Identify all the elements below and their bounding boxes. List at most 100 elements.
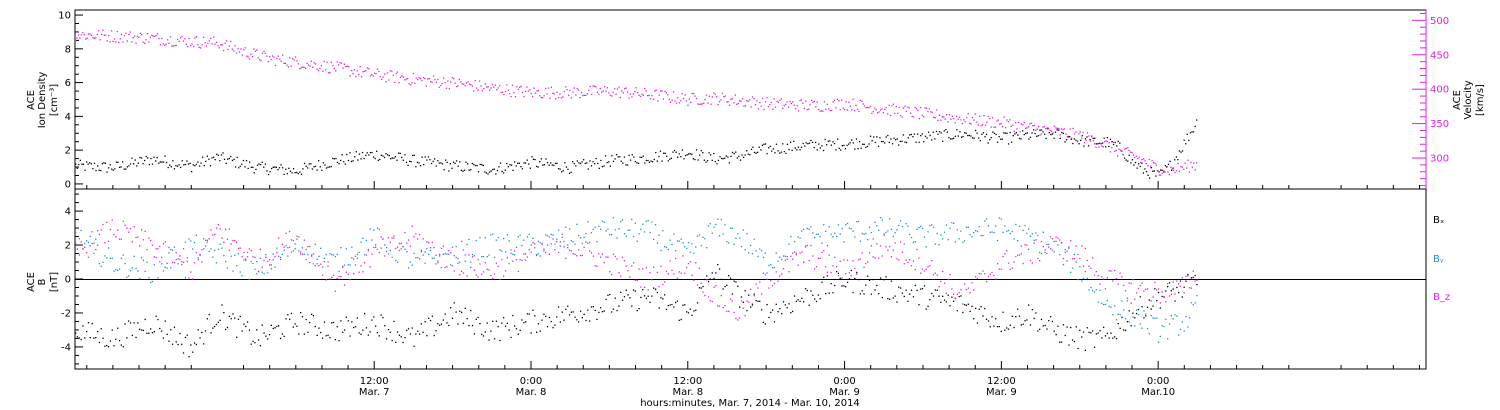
bx-point: [673, 306, 675, 308]
density-point: [790, 141, 792, 143]
by-point: [764, 252, 766, 254]
by-point: [887, 230, 889, 232]
bz-point: [422, 238, 424, 240]
velocity-point: [1002, 126, 1004, 128]
velocity-point: [121, 33, 123, 35]
density-point: [641, 156, 643, 159]
bz-point: [825, 266, 827, 268]
by-point: [980, 234, 982, 237]
bz-point: [993, 275, 995, 277]
density-point: [815, 141, 817, 144]
density-point: [600, 159, 602, 162]
density-point: [672, 151, 674, 153]
by-point: [910, 236, 913, 239]
bx-point: [413, 345, 415, 347]
velocity-point: [568, 94, 570, 96]
by-point: [1190, 302, 1193, 304]
velocity-point: [225, 40, 228, 42]
density-point: [705, 161, 707, 163]
by-point: [497, 236, 499, 239]
density-point: [548, 164, 550, 166]
by-point: [274, 266, 276, 268]
by-point: [1066, 250, 1068, 252]
velocity-point: [963, 119, 965, 121]
top-left-axis-label: ACE Ion Density [cm⁻³]: [26, 72, 60, 129]
bx-point: [349, 335, 351, 337]
velocity-point: [539, 95, 541, 97]
bz-point: [967, 287, 969, 289]
density-point: [234, 166, 237, 168]
velocity-point: [629, 93, 632, 95]
density-point: [943, 130, 945, 132]
by-point: [426, 248, 428, 250]
bx-point: [676, 300, 679, 302]
density-point: [477, 171, 480, 173]
bx-point: [768, 316, 770, 319]
by-point: [724, 224, 726, 226]
density-point: [98, 169, 100, 171]
bx-point: [1146, 306, 1149, 308]
bx-point: [162, 337, 165, 339]
bz-point: [495, 262, 497, 264]
velocity-point: [447, 80, 449, 82]
velocity-point: [483, 88, 485, 90]
velocity-point: [451, 77, 453, 79]
bx-point: [446, 322, 448, 324]
bx-point: [1110, 332, 1112, 334]
velocity-point: [388, 79, 390, 81]
by-point: [364, 254, 366, 256]
velocity-point: [524, 90, 527, 92]
velocity-point: [631, 96, 633, 98]
bz-point: [248, 248, 251, 250]
velocity-point: [378, 70, 380, 73]
by-point: [837, 224, 840, 226]
by-point: [799, 237, 801, 239]
bx-point: [548, 316, 551, 319]
density-point: [1001, 138, 1003, 140]
bx-point: [135, 336, 137, 339]
bz-point: [687, 262, 690, 265]
density-point: [1083, 145, 1085, 147]
bx-point: [834, 284, 836, 287]
velocity-point: [306, 62, 308, 64]
bz-point: [784, 259, 786, 261]
density-point: [691, 153, 693, 155]
density-point: [471, 162, 473, 165]
by-point: [976, 230, 979, 233]
bx-point: [594, 309, 596, 311]
bz-point: [278, 237, 280, 239]
velocity-point: [895, 105, 897, 108]
bz-point: [680, 272, 682, 274]
density-point: [1138, 163, 1140, 165]
bx-point: [910, 289, 913, 291]
by-point: [898, 224, 900, 227]
bz-point: [616, 258, 618, 260]
bz-point: [1082, 265, 1085, 267]
by-point: [596, 241, 598, 243]
by-point: [215, 262, 218, 264]
density-point: [1108, 145, 1110, 148]
density-point: [652, 161, 654, 163]
density-point: [968, 134, 970, 137]
bx-point: [711, 272, 713, 274]
density-point: [205, 160, 207, 162]
velocity-point: [529, 89, 531, 91]
density-point: [343, 161, 345, 163]
density-point: [934, 138, 936, 140]
bx-point: [444, 313, 446, 315]
by-point: [1046, 243, 1048, 246]
density-point: [303, 162, 306, 165]
density-point: [1141, 162, 1143, 164]
bx-point: [364, 312, 366, 315]
by-point: [834, 232, 836, 234]
by-point: [455, 245, 457, 248]
density-point: [843, 144, 845, 147]
density-point: [467, 163, 469, 165]
top-left-tick-label: 8: [65, 44, 71, 55]
density-point: [929, 134, 931, 137]
by-point: [1172, 318, 1174, 320]
density-point: [93, 162, 96, 164]
velocity-point: [716, 96, 718, 98]
by-point: [1185, 315, 1187, 318]
by-point: [1028, 228, 1030, 230]
